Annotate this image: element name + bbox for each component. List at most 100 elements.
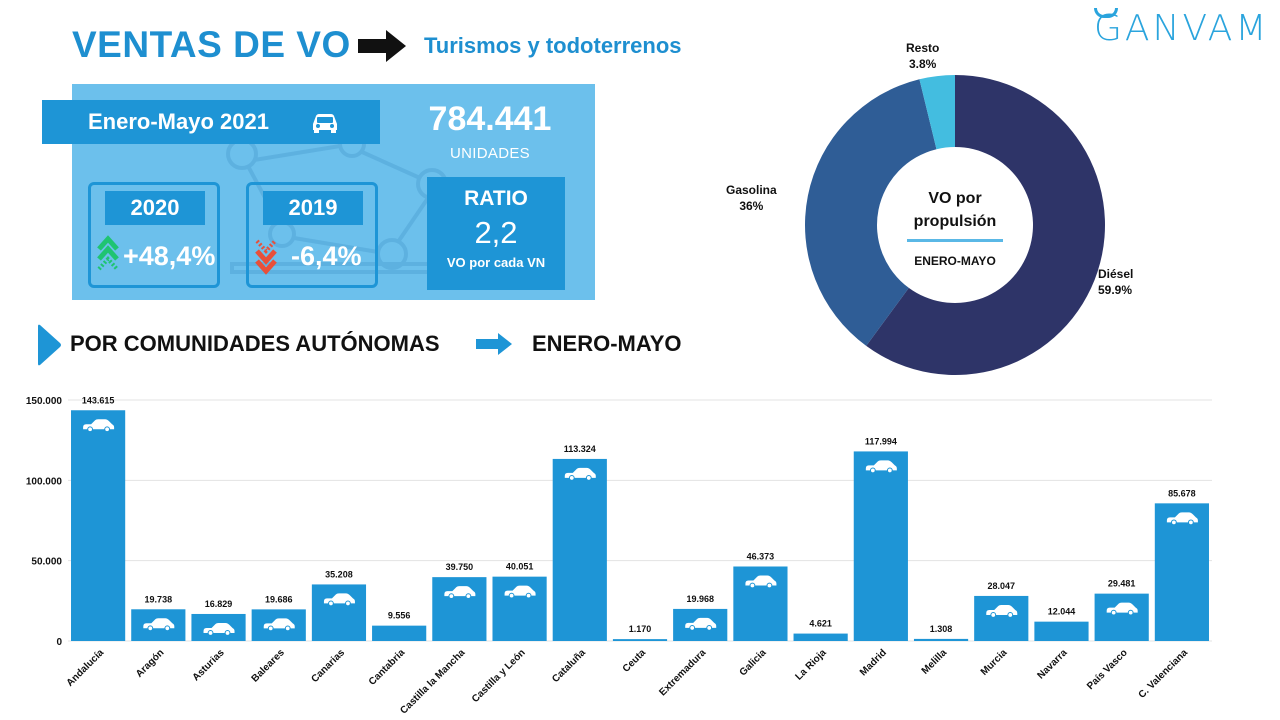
- x-tick-label: País Vasco: [1085, 647, 1130, 692]
- bar-value-label: 19.686: [265, 594, 293, 604]
- arrow-right-icon: [358, 30, 406, 62]
- pie-slice-disel: [866, 75, 1105, 375]
- bar-value-label: 46.373: [747, 551, 775, 561]
- car-icon: [685, 617, 717, 631]
- bar-value-label: 117.994: [865, 436, 897, 446]
- x-tick-label: Aragón: [134, 647, 167, 680]
- comparison-card-2020: 2020 +48,4%: [88, 182, 220, 288]
- bar-value-label: 113.324: [564, 444, 596, 454]
- donut-hole: [879, 149, 1031, 301]
- car-icon: [865, 460, 897, 474]
- units-label: UNIDADES: [450, 145, 530, 162]
- section-marker-icon: [38, 324, 61, 366]
- pie-label-value: 3.8%: [908, 57, 937, 71]
- car-icon: [313, 114, 337, 133]
- x-tick-label: C. Valenciana: [1137, 647, 1191, 701]
- page-subtitle: Turismos y todoterrenos: [424, 33, 682, 58]
- x-tick-label: Murcia: [979, 647, 1010, 678]
- regions-bar-chart: 0 50.000 100.000 150.000 143.615 Andalucía 19.…: [26, 395, 1212, 716]
- period-label: Enero-Mayo 2021: [88, 109, 269, 134]
- bar: [974, 595, 1029, 641]
- arrow-right-icon: [476, 333, 512, 355]
- brand-logo: GANVAM: [1094, 8, 1270, 49]
- x-tick-label: Cataluña: [550, 647, 588, 685]
- bar: [552, 458, 607, 641]
- donut-center-title: VO por: [928, 190, 981, 207]
- pie-label-gasolina: Gasolina 36%: [726, 182, 777, 214]
- ratio-label: RATIO: [464, 187, 528, 210]
- ratio-card: RATIO 2,2 VO por cada VN: [427, 177, 565, 290]
- y-tick-label: 150.000: [26, 396, 63, 407]
- donut-center-subtitle: ENERO-MAYO: [914, 254, 996, 268]
- bar: [372, 625, 427, 641]
- arrow-down-icon: [255, 239, 277, 275]
- donut-divider: [907, 239, 1003, 242]
- car-icon: [1106, 602, 1138, 616]
- section-title: POR COMUNIDADES AUTÓNOMAS: [70, 331, 440, 356]
- comparison-year: 2020: [105, 191, 205, 225]
- x-tick-label: Asturias: [191, 647, 227, 683]
- page-title: VENTAS DE VO: [72, 24, 351, 65]
- car-icon: [1166, 512, 1198, 526]
- y-tick-label: 0: [56, 637, 62, 648]
- units-value: 784.441: [428, 100, 552, 138]
- car-icon: [143, 618, 175, 632]
- bar: [1034, 621, 1089, 641]
- bar-value-label: 4.621: [809, 619, 832, 629]
- bar-value-label: 16.829: [205, 599, 233, 609]
- comparison-change: +48,4%: [123, 241, 216, 271]
- bar: [1094, 593, 1149, 641]
- bar-value-label: 29.481: [1108, 579, 1136, 589]
- x-tick-label: Navarra: [1035, 647, 1069, 681]
- period-badge: Enero-Mayo 2021: [42, 100, 380, 144]
- comparison-change: -6,4%: [291, 241, 362, 271]
- x-tick-label: Cantabria: [367, 647, 408, 688]
- donut-center-title: propulsión: [914, 213, 997, 230]
- section-period: ENERO-MAYO: [532, 331, 682, 356]
- bar: [793, 633, 848, 641]
- bar: [612, 639, 668, 641]
- pie-label-name: Diésel: [1098, 267, 1134, 281]
- x-tick-label: Canarias: [309, 647, 347, 685]
- car-icon: [203, 622, 235, 636]
- x-tick-label: Ceuta: [621, 647, 649, 675]
- y-tick-label: 50.000: [31, 557, 62, 568]
- car-icon: [83, 419, 115, 433]
- bar: [311, 584, 367, 641]
- car-icon: [745, 575, 777, 589]
- car-icon: [504, 585, 536, 599]
- bar-value-label: 1.170: [629, 624, 652, 634]
- x-tick-label: Baleares: [250, 647, 288, 685]
- bar: [913, 638, 969, 641]
- x-tick-label: Melilla: [920, 647, 950, 677]
- pie-label-name: Resto: [906, 41, 940, 55]
- car-icon: [564, 467, 596, 481]
- car-icon: [444, 586, 476, 600]
- arrow-up-icon: [97, 235, 119, 271]
- bar-value-label: 9.556: [388, 611, 411, 621]
- pie-label-value: 59.9%: [1098, 283, 1133, 297]
- car-icon: [263, 618, 295, 632]
- pie-label-value: 36%: [739, 199, 764, 213]
- pie-label-name: Gasolina: [726, 183, 777, 197]
- x-tick-label: La Rioja: [793, 647, 829, 683]
- x-tick-label: Galicia: [738, 647, 769, 678]
- bar-value-label: 28.047: [987, 581, 1015, 591]
- pie-slice-resto: [919, 75, 955, 150]
- bar-value-label: 40.051: [506, 562, 534, 572]
- x-tick-label: Andalucía: [65, 647, 107, 689]
- bar-value-label: 12.044: [1048, 607, 1076, 617]
- bar-value-label: 19.968: [686, 594, 714, 604]
- bar-value-label: 19.738: [145, 594, 173, 604]
- y-tick-label: 100.000: [26, 476, 63, 487]
- ratio-value: 2,2: [474, 215, 518, 250]
- x-tick-label: Castilla la Mancha: [398, 647, 467, 716]
- bar: [853, 451, 908, 641]
- bar-value-label: 35.208: [325, 569, 353, 579]
- bar-value-label: 143.615: [82, 395, 115, 405]
- bar-value-label: 1.308: [930, 624, 953, 634]
- bar-value-label: 39.750: [446, 562, 474, 572]
- bar-value-label: 85.678: [1168, 488, 1196, 498]
- car-icon: [986, 604, 1018, 618]
- bar: [1154, 503, 1209, 641]
